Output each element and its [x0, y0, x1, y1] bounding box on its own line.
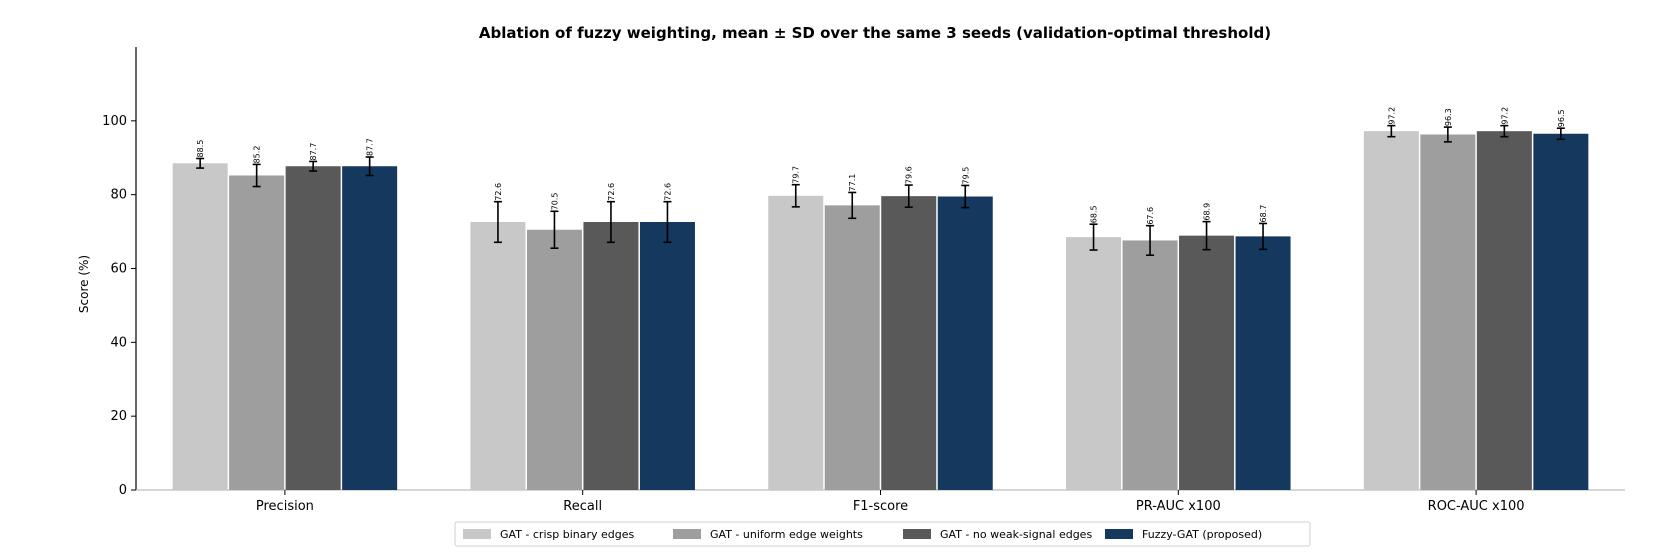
- y-axis-label: Score (%): [77, 255, 91, 313]
- legend-label: GAT - uniform edge weights: [710, 528, 863, 541]
- bar-value-label: 87.7: [366, 138, 375, 156]
- bar: [1235, 236, 1291, 490]
- bar: [1066, 237, 1122, 490]
- bar: [937, 196, 993, 490]
- bar: [639, 221, 695, 491]
- bar-value-label: 96.3: [1444, 108, 1453, 126]
- bar-value-label: 67.6: [1146, 207, 1155, 225]
- x-tick-label: PR-AUC x100: [1136, 499, 1221, 514]
- chart-title: Ablation of fuzzy weighting, mean ± SD o…: [479, 24, 1271, 42]
- bar-value-label: 70.5: [550, 192, 559, 210]
- legend-label: GAT - crisp binary edges: [500, 528, 634, 541]
- bar-value-label: 87.7: [309, 143, 318, 161]
- bar: [1179, 235, 1235, 490]
- bar: [1533, 133, 1589, 491]
- bar-value-label: 77.1: [848, 174, 857, 192]
- y-tick-label: 20: [110, 409, 127, 424]
- bar: [229, 175, 285, 490]
- bar: [1420, 134, 1476, 490]
- y-tick-label: 0: [119, 483, 127, 498]
- bar-value-label: 79.6: [905, 166, 914, 184]
- legend: GAT - crisp binary edges GAT - uniform ed…: [454, 521, 1311, 547]
- bar: [172, 163, 228, 490]
- bar-value-label: 96.5: [1557, 109, 1566, 127]
- bar: [285, 166, 341, 490]
- y-tick-label: 40: [110, 335, 127, 350]
- legend-box: [454, 521, 1311, 547]
- bar: [1476, 131, 1532, 491]
- bar-value-label: 68.5: [1090, 205, 1099, 223]
- bar: [526, 229, 582, 491]
- legend-swatch: [903, 529, 931, 539]
- bar: [583, 221, 639, 491]
- bar: [1363, 131, 1419, 491]
- bar: [824, 205, 880, 490]
- bar-value-label: 79.5: [961, 167, 970, 185]
- x-ticks: Precision Recall F1-score PR-AUC x100 ROC-AU…: [256, 490, 1525, 514]
- y-tick-label: 100: [102, 114, 127, 129]
- x-tick-label: F1-score: [853, 499, 908, 514]
- y-ticks: 0 20 40 60 80 100: [102, 114, 136, 498]
- legend-label: GAT - no weak-signal edges: [940, 528, 1092, 541]
- bar: [342, 166, 398, 490]
- legend-swatch: [1105, 529, 1133, 539]
- bar: [1122, 240, 1178, 490]
- bar-value-label: 72.6: [494, 183, 503, 201]
- bar: [768, 195, 824, 490]
- bar-value-label: 97.2: [1500, 107, 1509, 125]
- bar-value-label: 68.7: [1259, 205, 1268, 223]
- bar-value-label: 88.5: [196, 140, 205, 158]
- legend-label: Fuzzy-GAT (proposed): [1142, 528, 1262, 541]
- bar-value-label: 72.6: [663, 183, 672, 201]
- bar-value-label: 85.2: [253, 146, 262, 164]
- bar-value-label: 68.9: [1203, 203, 1212, 221]
- y-tick-label: 80: [110, 188, 127, 203]
- bar-value-label: 72.6: [607, 183, 616, 201]
- bar: [470, 221, 526, 491]
- bar-value-label: 79.7: [792, 166, 801, 184]
- x-tick-label: Recall: [563, 499, 602, 514]
- x-tick-label: ROC-AUC x100: [1428, 499, 1525, 514]
- legend-swatch: [463, 529, 491, 539]
- x-tick-label: Precision: [256, 499, 314, 514]
- bar: [881, 196, 937, 491]
- y-tick-label: 60: [110, 262, 127, 277]
- bar-value-label: 97.2: [1387, 107, 1396, 125]
- legend-swatch: [673, 529, 701, 539]
- bars: 88.5 85.2 87.7 87.7 72.6 70.5 72.6 72.6 79.7 77.1…: [172, 107, 1589, 491]
